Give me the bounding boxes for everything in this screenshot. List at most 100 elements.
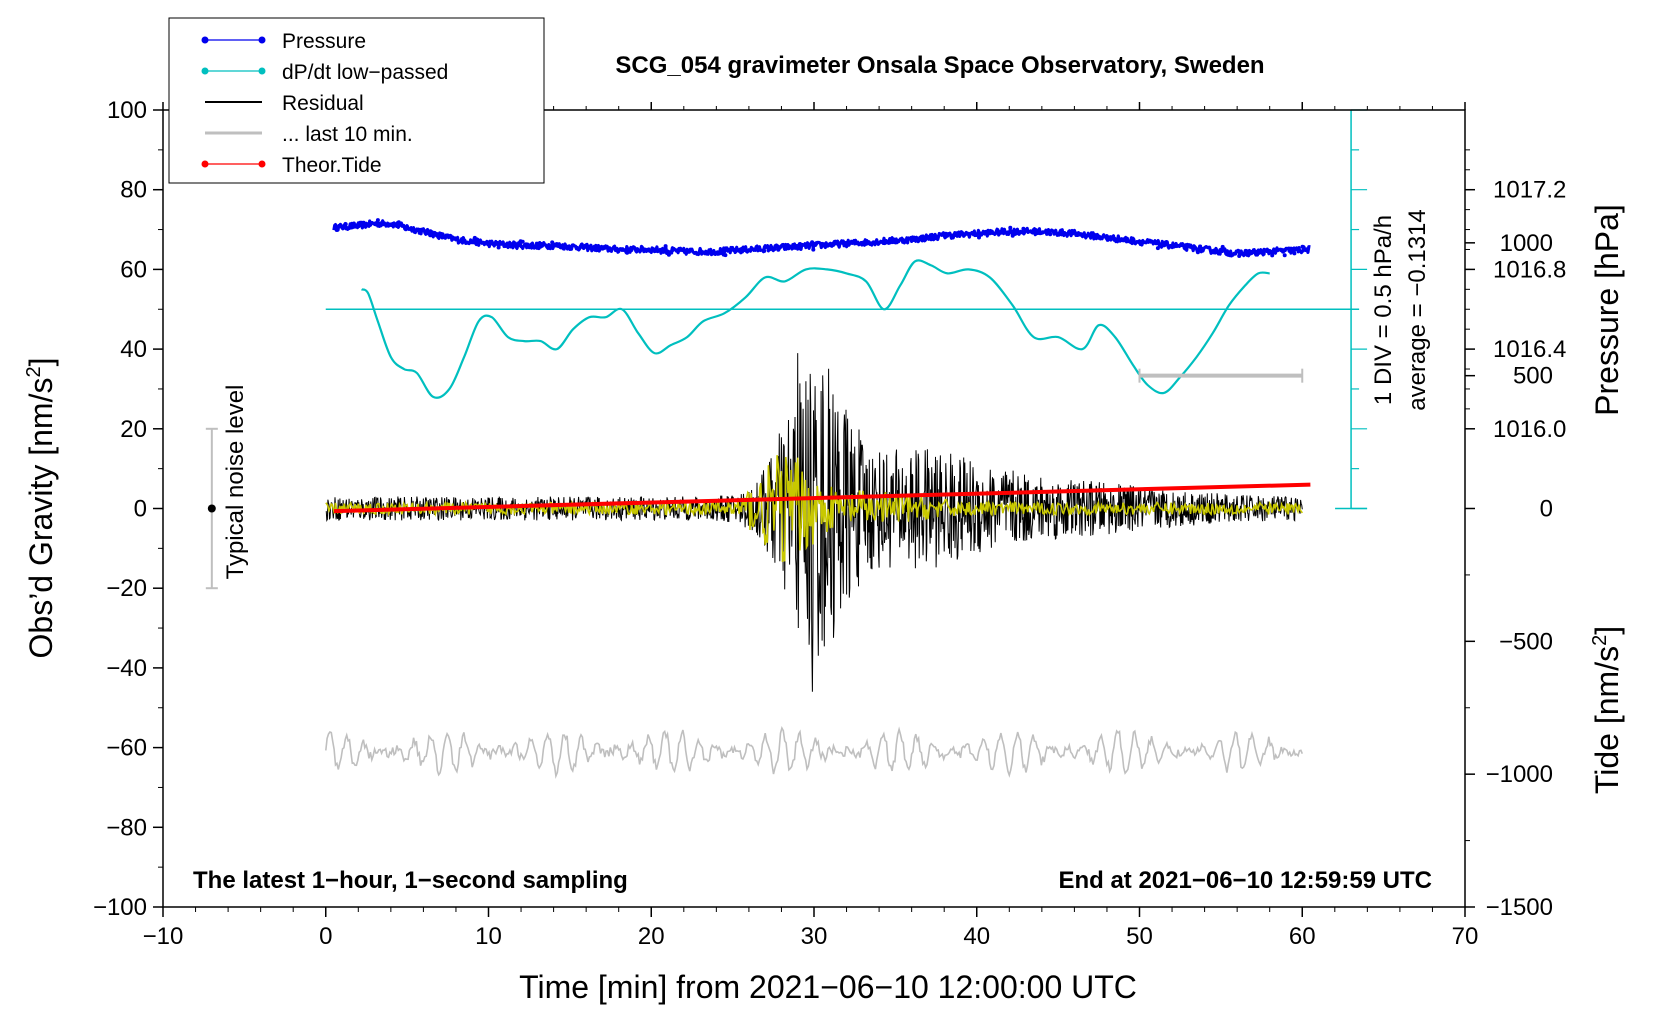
pressure-point — [1237, 254, 1242, 258]
pressure-point — [374, 222, 379, 227]
pressure-tick-label: 1016.8 — [1493, 256, 1566, 283]
y-axis-label-tide: Tide [nm/s2] — [1589, 626, 1625, 794]
x-tick-label: 10 — [475, 923, 502, 950]
pressure-point — [1108, 235, 1113, 240]
pressure-average-label: average = −0.1314 — [1404, 209, 1431, 411]
legend-box — [168, 17, 545, 184]
chart-title: SCG_054 gravimeter Onsala Space Observat… — [615, 52, 1264, 79]
x-tick-label: −10 — [143, 923, 184, 950]
pressure-point — [810, 240, 815, 245]
x-tick-label: 70 — [1452, 923, 1479, 950]
pressure-point — [1218, 248, 1223, 253]
tide-tick-label: 0 — [1540, 496, 1553, 523]
pressure-point — [798, 246, 802, 251]
legend-marker — [201, 160, 209, 168]
pressure-point — [943, 231, 948, 236]
x-axis-label: Time [min] from 2021−06−10 12:00:00 UTC — [519, 969, 1137, 1005]
y-axis-label-tide-text: Tide [nm/s — [1589, 646, 1625, 794]
pressure-point — [951, 233, 956, 238]
y-axis-label-tide-close: ] — [1589, 626, 1625, 635]
y-tick-label: 0 — [134, 496, 147, 523]
y-tick-label: −20 — [106, 575, 147, 602]
legend-label: dP/dt low−passed — [282, 61, 448, 84]
y-axis-label-gravity-text: Obs’d Gravity [nm/s — [23, 378, 59, 659]
legend-marker — [258, 160, 266, 168]
pressure-point — [762, 248, 767, 253]
pressure-point — [773, 244, 778, 249]
pressure-point — [1300, 244, 1305, 249]
pressure-point — [811, 247, 816, 252]
pressure-point — [1010, 233, 1015, 238]
tide-tick-label: 1000 — [1500, 230, 1553, 257]
tide-tick-label: −500 — [1499, 628, 1553, 655]
pressure-point — [1255, 252, 1260, 257]
pressure-point — [977, 235, 981, 240]
pressure-point — [685, 250, 690, 254]
tide-tick-label: −1000 — [1486, 761, 1553, 788]
tide-tick-label: −1500 — [1486, 894, 1553, 921]
legend-label: Pressure — [282, 30, 366, 53]
pressure-point — [776, 247, 781, 252]
pressure-point — [1195, 250, 1200, 255]
pressure-tick-label: 1016.4 — [1493, 336, 1566, 363]
pressure-point — [1270, 253, 1275, 258]
pressure-point — [1105, 234, 1109, 239]
pressure-point — [1220, 244, 1225, 249]
legend-marker — [201, 36, 209, 44]
legend-label: ... last 10 min. — [282, 123, 413, 146]
pressure-point — [343, 222, 348, 227]
y-tick-label: 60 — [120, 256, 147, 283]
pressure-point — [1261, 251, 1266, 256]
y-tick-label: −40 — [106, 655, 147, 682]
footer-left-text: The latest 1−hour, 1−second sampling — [193, 867, 628, 894]
y-tick-label: −100 — [93, 894, 147, 921]
pressure-point — [428, 229, 433, 234]
tide-tick-label: 500 — [1513, 363, 1553, 390]
plot-area — [205, 109, 1368, 779]
pressure-point — [859, 241, 864, 245]
y-tick-label: −80 — [106, 814, 147, 841]
pressure-point — [1170, 244, 1175, 249]
pressure-point — [1282, 253, 1287, 258]
pressure-point — [381, 221, 386, 226]
pressure-point — [1075, 233, 1080, 237]
filtered-overlay-line — [325, 455, 1303, 562]
pressure-point — [1292, 251, 1297, 256]
x-tick-label: 20 — [638, 923, 665, 950]
dpdt-series-line — [360, 259, 1270, 399]
pressure-point — [1040, 230, 1045, 235]
pressure-point — [579, 242, 584, 247]
pressure-point — [974, 233, 979, 237]
pressure-point — [550, 240, 555, 245]
y-axis-label-tide-sup: 2 — [1589, 635, 1611, 646]
pressure-point — [981, 231, 986, 236]
pressure-point — [663, 244, 668, 249]
pressure-point — [537, 243, 542, 248]
pressure-point — [472, 235, 477, 240]
pressure-point — [837, 241, 842, 246]
y-tick-label: 40 — [120, 336, 147, 363]
pressure-series-line — [332, 219, 1312, 258]
pressure-point — [814, 241, 819, 246]
y-axis-label-pressure: Pressure [hPa] — [1589, 204, 1625, 416]
y-tick-label: 20 — [120, 416, 147, 443]
pressure-point — [1021, 226, 1026, 231]
y-tick-label: 80 — [120, 177, 147, 204]
x-tick-label: 40 — [963, 923, 990, 950]
legend-marker — [258, 36, 266, 44]
y-axis-label-gravity-close: ] — [23, 358, 59, 367]
footer-right-text: End at 2021−06−10 12:59:59 UTC — [1058, 867, 1432, 894]
pressure-div-label: 1 DIV = 0.5 hPa/h — [1370, 215, 1397, 405]
pressure-point — [1048, 232, 1053, 237]
y-axis-label-gravity: Obs’d Gravity [nm/s2] — [23, 358, 59, 659]
legend-label: Residual — [282, 92, 364, 115]
pressure-point — [666, 252, 671, 257]
pressure-point — [1008, 225, 1013, 230]
axes: −10 0 10 20 30 40 50 60 70100806040200−20−40−60−… — [93, 97, 1566, 950]
pressure-point — [625, 250, 630, 255]
pressure-point — [589, 245, 594, 250]
pressure-point — [496, 245, 501, 250]
last10-series-line — [325, 726, 1304, 779]
pressure-point — [396, 220, 401, 225]
